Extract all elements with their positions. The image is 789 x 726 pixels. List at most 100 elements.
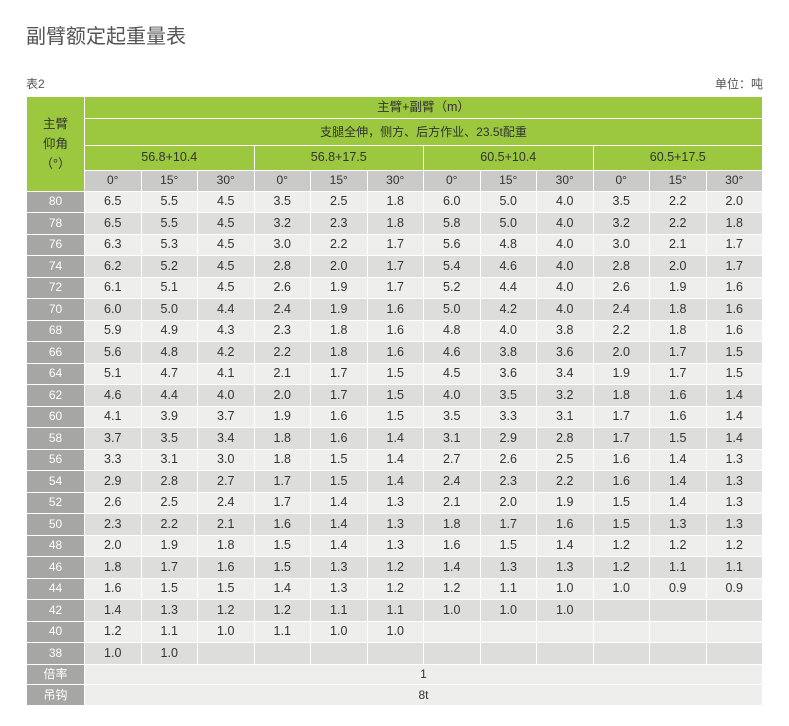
data-cell: 1.1 [650, 557, 707, 579]
data-cell: 2.4 [424, 471, 481, 493]
data-cell: 1.7 [650, 342, 707, 364]
data-cell: 1.2 [367, 557, 424, 579]
data-cell: 2.8 [254, 256, 311, 278]
data-cell: 1.0 [593, 578, 650, 600]
data-cell: 1.8 [254, 449, 311, 471]
data-cell: 1.3 [141, 600, 198, 622]
data-cell: 4.6 [480, 256, 537, 278]
data-cell: 1.7 [706, 256, 763, 278]
data-cell: 1.4 [311, 492, 368, 514]
row-angle-label: 70 [27, 299, 85, 321]
data-cell: 1.6 [650, 406, 707, 428]
angle-header: 15° [311, 170, 368, 191]
data-cell: 4.0 [480, 320, 537, 342]
data-cell [593, 643, 650, 665]
table-row: 746.25.24.52.82.01.75.44.64.02.82.01.7 [27, 256, 763, 278]
data-cell [593, 600, 650, 622]
data-cell: 1.3 [367, 514, 424, 536]
table-row: 685.94.94.32.31.81.64.84.03.82.21.81.6 [27, 320, 763, 342]
data-cell: 1.4 [367, 471, 424, 493]
row-angle-label: 64 [27, 363, 85, 385]
row-angle-label: 48 [27, 535, 85, 557]
data-cell: 5.3 [141, 234, 198, 256]
data-cell: 1.1 [311, 600, 368, 622]
data-cell: 2.6 [593, 277, 650, 299]
table-row: 461.81.71.61.51.31.21.41.31.31.21.11.1 [27, 557, 763, 579]
data-cell: 1.9 [593, 363, 650, 385]
data-cell: 6.2 [85, 256, 142, 278]
data-cell: 1.5 [593, 514, 650, 536]
data-cell: 1.0 [424, 600, 481, 622]
data-cell: 1.4 [254, 578, 311, 600]
data-cell: 2.8 [141, 471, 198, 493]
data-cell [706, 643, 763, 665]
table-row: 482.01.91.81.51.41.31.61.51.41.21.21.2 [27, 535, 763, 557]
group-header: 60.5+10.4 [424, 146, 594, 171]
data-cell: 1.3 [537, 557, 594, 579]
data-cell: 2.2 [141, 514, 198, 536]
unit-label: 单位：吨 [715, 75, 763, 92]
table-row: 381.01.0 [27, 643, 763, 665]
data-cell: 5.0 [141, 299, 198, 321]
data-cell: 6.5 [85, 191, 142, 213]
data-cell: 1.4 [311, 514, 368, 536]
data-cell: 1.9 [537, 492, 594, 514]
data-cell: 2.9 [480, 428, 537, 450]
data-cell: 0.9 [706, 578, 763, 600]
data-cell: 4.7 [141, 363, 198, 385]
data-cell: 6.3 [85, 234, 142, 256]
data-cell [650, 643, 707, 665]
data-cell: 5.4 [424, 256, 481, 278]
data-cell: 2.7 [424, 449, 481, 471]
data-cell: 1.8 [424, 514, 481, 536]
data-cell [367, 643, 424, 665]
data-cell: 1.2 [706, 535, 763, 557]
data-cell: 1.5 [141, 578, 198, 600]
data-cell: 6.1 [85, 277, 142, 299]
data-cell: 2.5 [141, 492, 198, 514]
data-cell: 4.4 [198, 299, 255, 321]
data-cell: 1.4 [650, 471, 707, 493]
data-cell: 2.3 [85, 514, 142, 536]
data-cell: 2.6 [85, 492, 142, 514]
data-cell: 4.0 [537, 213, 594, 235]
data-cell: 5.8 [424, 213, 481, 235]
data-cell: 2.2 [593, 320, 650, 342]
table-row: 502.32.22.11.61.41.31.81.71.61.51.31.3 [27, 514, 763, 536]
data-cell: 1.6 [198, 557, 255, 579]
data-cell: 1.8 [650, 320, 707, 342]
data-cell: 4.1 [198, 363, 255, 385]
data-cell: 4.4 [480, 277, 537, 299]
table-row: 421.41.31.21.21.11.11.01.01.0 [27, 600, 763, 622]
table-row: 665.64.84.22.21.81.64.63.83.62.01.71.5 [27, 342, 763, 364]
data-cell: 3.6 [480, 363, 537, 385]
data-cell: 1.2 [85, 621, 142, 643]
footer-value: 1 [85, 664, 763, 685]
data-cell: 1.5 [706, 363, 763, 385]
data-cell: 3.4 [198, 428, 255, 450]
data-cell: 2.9 [85, 471, 142, 493]
data-cell: 2.2 [311, 234, 368, 256]
data-cell: 1.4 [537, 535, 594, 557]
data-cell: 1.4 [367, 428, 424, 450]
data-cell: 3.5 [254, 191, 311, 213]
data-cell: 1.4 [706, 406, 763, 428]
data-cell: 1.1 [141, 621, 198, 643]
data-cell: 4.8 [480, 234, 537, 256]
row-angle-label: 38 [27, 643, 85, 665]
data-cell [480, 621, 537, 643]
data-cell: 4.3 [198, 320, 255, 342]
table-row: 645.14.74.12.11.71.54.53.63.41.91.71.5 [27, 363, 763, 385]
data-cell: 1.6 [706, 277, 763, 299]
data-cell: 4.2 [198, 342, 255, 364]
data-cell [706, 600, 763, 622]
data-cell: 1.7 [311, 363, 368, 385]
table-row: 806.55.54.53.52.51.86.05.04.03.52.22.0 [27, 191, 763, 213]
data-cell: 3.1 [141, 449, 198, 471]
footer-value: 8t [85, 685, 763, 706]
data-cell: 5.1 [85, 363, 142, 385]
row-angle-label: 74 [27, 256, 85, 278]
data-cell: 2.0 [311, 256, 368, 278]
data-cell: 3.1 [424, 428, 481, 450]
data-cell: 1.6 [593, 471, 650, 493]
